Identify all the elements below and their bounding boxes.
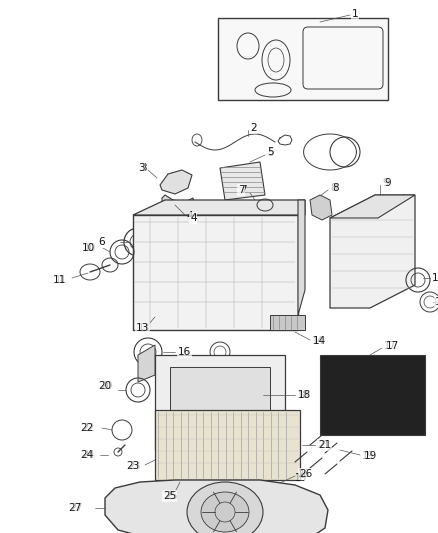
Text: 9: 9 [382, 178, 389, 188]
Text: 8: 8 [332, 183, 339, 193]
Bar [218, 18, 388, 100]
Text: 15: 15 [435, 297, 438, 307]
Text: 10: 10 [82, 243, 95, 253]
Bar [155, 410, 300, 480]
Text: 4: 4 [190, 213, 197, 223]
Ellipse shape [201, 492, 249, 532]
Polygon shape [105, 480, 328, 533]
Text: 16: 16 [178, 347, 191, 357]
Text: 5: 5 [267, 148, 274, 158]
Text: 27: 27 [70, 503, 82, 513]
Bar [320, 355, 425, 435]
Text: 19: 19 [295, 473, 307, 483]
Text: 10: 10 [84, 243, 96, 253]
Text: 6: 6 [98, 237, 105, 247]
Text: 20: 20 [98, 381, 111, 391]
Text: 18: 18 [297, 390, 309, 400]
Text: 23: 23 [126, 461, 139, 471]
Bar [133, 215, 298, 330]
Polygon shape [330, 195, 415, 218]
Text: 6: 6 [98, 237, 105, 247]
Text: 16: 16 [178, 347, 190, 357]
Text: 13: 13 [138, 323, 150, 333]
Text: 21: 21 [317, 440, 329, 450]
Polygon shape [310, 195, 332, 220]
Bar [170, 367, 270, 437]
Text: 11: 11 [53, 275, 66, 285]
Polygon shape [298, 200, 305, 315]
Polygon shape [160, 170, 192, 194]
Text: 17: 17 [384, 341, 396, 351]
Text: 27: 27 [68, 503, 81, 513]
Text: 13: 13 [136, 323, 149, 333]
Text: 2: 2 [250, 123, 257, 133]
Text: 11: 11 [55, 275, 67, 285]
Text: 5: 5 [267, 147, 274, 157]
Text: 9: 9 [384, 178, 391, 188]
Text: 26: 26 [297, 469, 309, 479]
Text: 17: 17 [386, 341, 399, 351]
Text: 4: 4 [186, 211, 193, 221]
Text: 19: 19 [362, 451, 374, 461]
Text: 12: 12 [432, 273, 438, 283]
Bar [155, 355, 285, 450]
Text: 18: 18 [298, 390, 311, 400]
Text: 7: 7 [238, 185, 245, 195]
Text: 23: 23 [128, 461, 140, 471]
Text: 24: 24 [80, 450, 93, 460]
Text: 2: 2 [250, 123, 257, 133]
Text: 3: 3 [138, 163, 145, 173]
Text: 3: 3 [140, 163, 147, 173]
Text: 1: 1 [352, 9, 359, 19]
Text: 24: 24 [82, 450, 94, 460]
Text: 14: 14 [312, 336, 324, 346]
Text: 20: 20 [100, 381, 113, 391]
Polygon shape [133, 200, 305, 215]
Text: 21: 21 [318, 440, 331, 450]
Polygon shape [220, 162, 265, 200]
Text: 14: 14 [313, 336, 326, 346]
Text: 26: 26 [299, 469, 312, 479]
Text: 22: 22 [80, 423, 93, 433]
Text: 19: 19 [364, 451, 377, 461]
Polygon shape [270, 315, 305, 330]
Text: 12: 12 [432, 273, 438, 283]
Polygon shape [330, 195, 415, 308]
Text: 22: 22 [82, 423, 95, 433]
Text: 25: 25 [163, 491, 176, 501]
Text: 25: 25 [165, 491, 177, 501]
Text: 1: 1 [352, 9, 359, 19]
Polygon shape [162, 195, 195, 213]
Polygon shape [138, 345, 155, 382]
Text: 7: 7 [240, 185, 247, 195]
Ellipse shape [187, 482, 263, 533]
Text: 8: 8 [330, 183, 337, 193]
